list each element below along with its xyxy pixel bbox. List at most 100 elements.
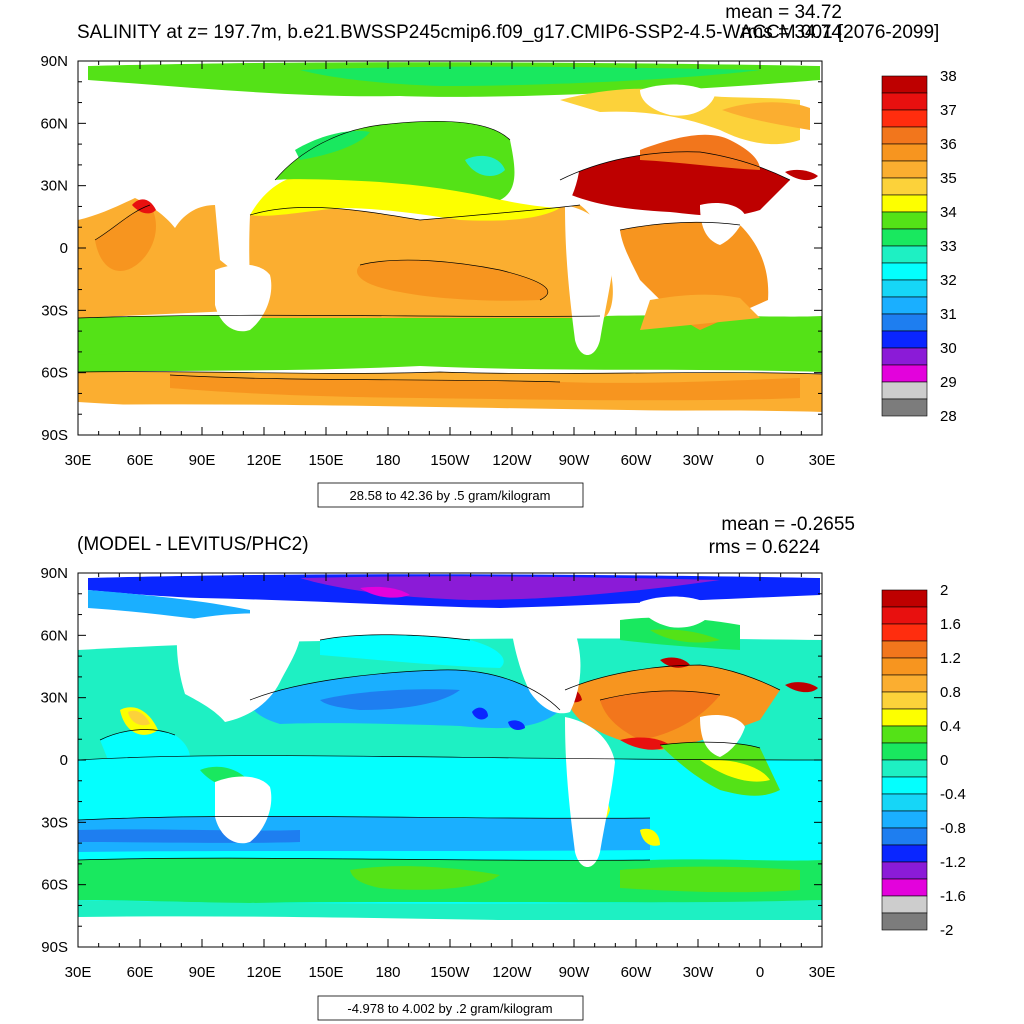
- map-field: [78, 61, 822, 435]
- colorbar-label: 38: [940, 68, 957, 85]
- colorbar-label: 1.6: [940, 616, 961, 633]
- contour-info: 28.58 to 42.36 by .5 gram/kilogram: [350, 488, 551, 503]
- x-tick-label: 30E: [65, 964, 92, 981]
- x-tick-label: 60W: [621, 964, 653, 981]
- colorbar-swatch: [881, 657, 928, 676]
- colorbar-swatch: [881, 725, 928, 744]
- x-tick-label: 150E: [308, 452, 343, 469]
- x-tick-label: 150E: [308, 964, 343, 981]
- colorbar-swatch: [881, 296, 928, 315]
- panel-difference: (MODEL - LEVITUS/PHC2) mean = -0.2655 rm…: [40, 514, 966, 1021]
- colorbar-swatch: [881, 381, 928, 400]
- colorbar-swatch: [881, 589, 928, 608]
- x-tick-label: 60E: [127, 452, 154, 469]
- colorbar-swatch: [881, 895, 928, 914]
- y-tick-label: 30S: [41, 814, 68, 831]
- axis-ticks: [77, 60, 823, 436]
- colorbar-label: 2: [940, 582, 948, 599]
- colorbar-label: 31: [940, 306, 957, 323]
- y-tick-label: 30N: [40, 178, 68, 195]
- y-tick-label: 0: [60, 752, 68, 769]
- y-axis-labels: 90N 60N 30N 0 30S 60S 90S: [40, 53, 68, 444]
- colorbar-label: 0.8: [940, 684, 961, 701]
- colorbar-swatch: [881, 398, 928, 417]
- y-axis-labels: 90N 60N 30N 0 30S 60S 90S: [40, 565, 68, 956]
- colorbar-swatch: [881, 674, 928, 693]
- colorbar-label: 37: [940, 102, 957, 119]
- colorbar-swatch: [881, 759, 928, 778]
- y-tick-label: 60N: [40, 115, 68, 132]
- colorbar-label: -2: [940, 922, 953, 939]
- colorbar-label: 35: [940, 170, 957, 187]
- colorbar-swatch: [881, 262, 928, 281]
- mean-stat: mean = 34.72: [725, 2, 842, 23]
- y-tick-label: 60S: [41, 365, 68, 382]
- x-tick-label: 30W: [683, 964, 715, 981]
- colorbar-swatch: [881, 640, 928, 659]
- x-tick-label: 120E: [246, 964, 281, 981]
- x-tick-label: 120W: [492, 964, 532, 981]
- colorbar-swatch: [881, 861, 928, 880]
- x-tick-label: 120E: [246, 452, 281, 469]
- colorbar: 2 1.6 1.2 0.8 0.4 0 -0.4 -0.8 -1.2 -1.6 -2: [881, 582, 966, 939]
- colorbar-swatch: [881, 228, 928, 247]
- x-tick-label: 30W: [683, 452, 715, 469]
- y-tick-label: 90N: [40, 53, 68, 70]
- rms-stat: rms = 34.74: [741, 22, 842, 43]
- x-tick-label: 90W: [559, 964, 591, 981]
- colorbar-swatch: [881, 691, 928, 710]
- colorbar: 38 37 36 35 34 33 32 31 30 29 28: [881, 68, 957, 425]
- colorbar-swatch: [881, 844, 928, 863]
- colorbar-label: -0.4: [940, 786, 966, 803]
- x-tick-label: 180: [375, 964, 400, 981]
- colorbar-swatch: [881, 194, 928, 213]
- panel-title: SALINITY at z= 197.7m, b.e21.BWSSP245cmi…: [77, 22, 939, 43]
- colorbar-swatch: [881, 92, 928, 111]
- x-tick-label: 60W: [621, 452, 653, 469]
- colorbar-label: -1.6: [940, 888, 966, 905]
- colorbar-label: 30: [940, 340, 957, 357]
- y-tick-label: 90N: [40, 565, 68, 582]
- colorbar-label: 29: [940, 374, 957, 391]
- colorbar-swatch: [881, 245, 928, 264]
- x-tick-label: 90E: [189, 452, 216, 469]
- contour-info-box: [317, 995, 584, 1021]
- rms-stat: rms = 0.6224: [709, 537, 821, 558]
- x-axis-labels: 30E 60E 90E 120E 150E 180 150W 120W 90W 60W 30W 0 30…: [65, 452, 836, 469]
- panel-salinity: SALINITY at z= 197.7m, b.e21.BWSSP245cmi…: [40, 2, 957, 508]
- panel-title: (MODEL - LEVITUS/PHC2): [77, 534, 309, 555]
- colorbar-label: 36: [940, 136, 957, 153]
- colorbar-swatch: [881, 912, 928, 931]
- colorbar-swatch: [881, 742, 928, 761]
- x-axis-labels: 30E 60E 90E 120E 150E 180 150W 120W 90W 60W 30W 0 30…: [65, 964, 836, 981]
- colorbar-swatch: [881, 279, 928, 298]
- contour-info: -4.978 to 4.002 by .2 gram/kilogram: [347, 1001, 552, 1016]
- colorbar-swatch: [881, 364, 928, 383]
- map-field: [78, 573, 822, 947]
- colorbar-swatch: [881, 708, 928, 727]
- colorbar-swatch: [881, 211, 928, 230]
- x-tick-label: 30E: [65, 452, 92, 469]
- colorbar-swatch: [881, 606, 928, 625]
- colorbar-swatch: [881, 126, 928, 145]
- colorbar-swatch: [881, 313, 928, 332]
- y-tick-label: 60S: [41, 877, 68, 894]
- x-tick-label: 120W: [492, 452, 532, 469]
- x-tick-label: 180: [375, 452, 400, 469]
- colorbar-label: 33: [940, 238, 957, 255]
- x-tick-label: 90W: [559, 452, 591, 469]
- colorbar-label: 34: [940, 204, 957, 221]
- axis-ticks: [77, 572, 823, 948]
- y-tick-label: 90S: [41, 939, 68, 956]
- y-tick-label: 30S: [41, 302, 68, 319]
- colorbar-label: 0.4: [940, 718, 961, 735]
- colorbar-swatch: [881, 878, 928, 897]
- colorbar-swatch: [881, 177, 928, 196]
- colorbar-swatch: [881, 810, 928, 829]
- colorbar-swatch: [881, 75, 928, 94]
- colorbar-label: 28: [940, 408, 957, 425]
- colorbar-label: 32: [940, 272, 957, 289]
- x-tick-label: 150W: [430, 452, 470, 469]
- colorbar-swatch: [881, 330, 928, 349]
- mean-stat: mean = -0.2655: [721, 514, 855, 535]
